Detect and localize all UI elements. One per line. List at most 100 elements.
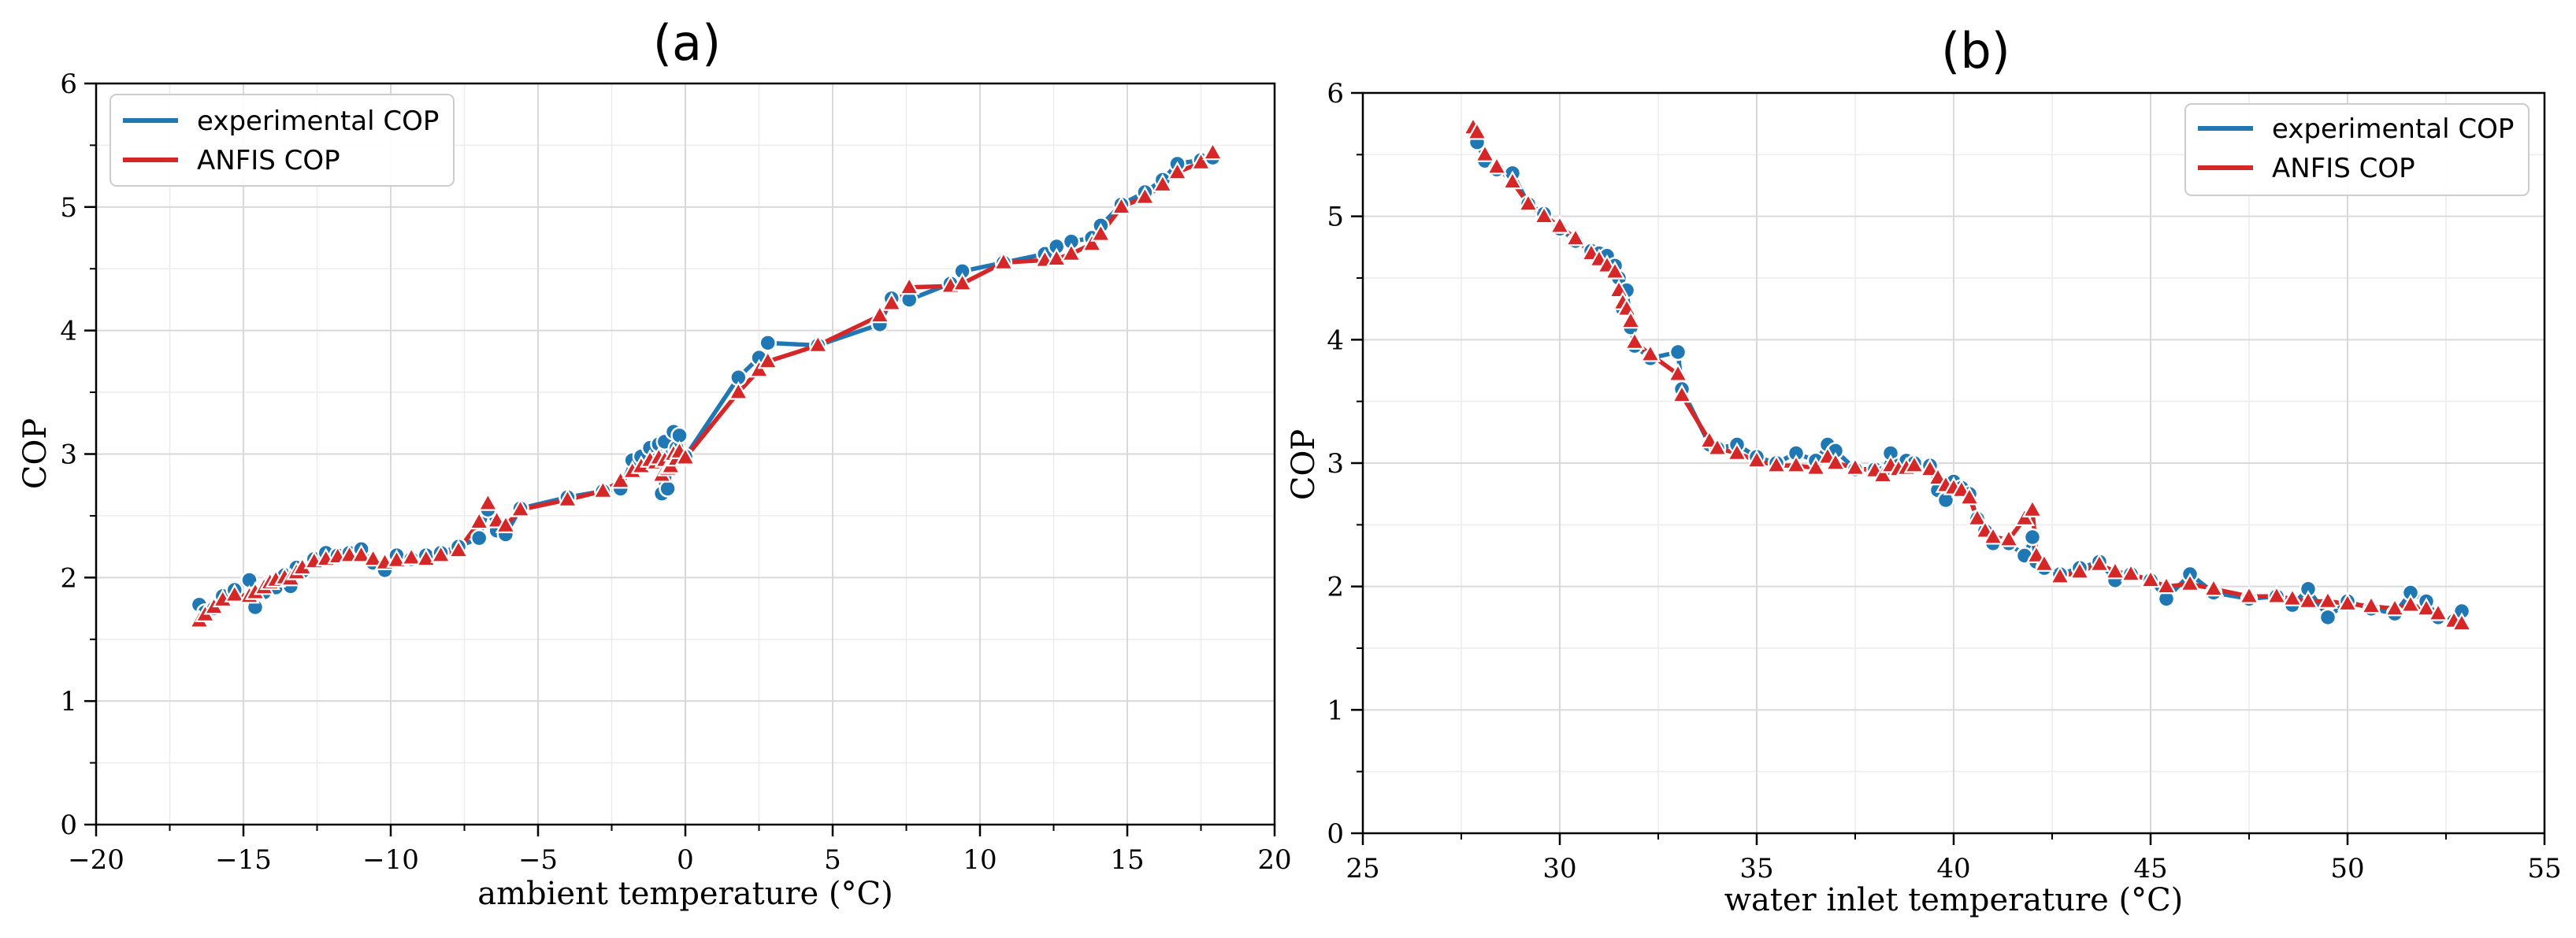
panel-b-anfis-point	[1844, 457, 1866, 476]
panel-b-anfis-point	[1486, 155, 1508, 175]
panel-a-y-tick-label: 4	[60, 316, 77, 347]
panel-b-anfis-point	[2427, 602, 2449, 621]
panel-a-x-tick-label: −20	[68, 844, 124, 876]
panel-a-legend-experimental-label: experimental COP	[197, 106, 439, 137]
panel-a-title: (a)	[653, 14, 721, 72]
panel-a-anfis-point	[1090, 223, 1112, 242]
panel-a-experimental-point	[470, 528, 488, 547]
panel-b-legend-experimental-label: experimental COP	[2272, 113, 2514, 145]
panel-a-legend-anfis-label: ANFIS COP	[197, 145, 340, 176]
panel-b-experimental-markers	[1464, 120, 2471, 630]
panel-a-y-tick-label: 3	[60, 439, 77, 471]
panel-a-anfis-point	[447, 539, 470, 558]
panel-a-x-tick-label: −5	[518, 844, 558, 876]
panel-b-experimental-point	[2023, 528, 2042, 547]
panel-a-anfis-point	[1134, 186, 1156, 205]
panel-b-anfis-point	[2337, 592, 2359, 612]
panel-b-anfis-point	[2155, 575, 2177, 595]
panel-b-anfis-point	[1824, 451, 1847, 471]
panel-a-anfis-point	[430, 543, 451, 563]
panel-b-y-tick-label: 3	[1327, 448, 1344, 480]
panel-a-x-tick-label: 15	[1110, 844, 1144, 876]
panel-b-anfis-point	[1549, 214, 1571, 234]
panel-b-x-tick-label: 35	[1739, 853, 1773, 884]
panel-a-anfis-point	[1060, 243, 1082, 261]
panel-a-y-tick-label: 2	[60, 562, 77, 594]
panel-a-y-tick-label: 5	[60, 192, 77, 224]
panel-a-anfis-point	[1045, 247, 1067, 267]
panel-a-anfis-point	[869, 304, 891, 324]
panel-b-anfis-point	[2179, 573, 2201, 591]
panel-a-y-tick-label: 0	[60, 810, 77, 841]
panel-a-xlabel: ambient temperature (°C)	[477, 876, 893, 912]
panel-b-anfis-point	[1620, 310, 1642, 329]
panel-b-anfis-point	[2025, 544, 2047, 563]
panel-a-legend-box	[109, 94, 455, 187]
panel-a-anfis-point	[495, 514, 517, 533]
panel-b-legend-anfis-label: ANFIS COP	[2272, 153, 2415, 184]
panel-b-anfis-point	[1998, 528, 2020, 547]
panel-b-anfis-point	[1982, 525, 2004, 545]
panel-b-y-tick-label: 6	[1327, 78, 1344, 109]
panel-a-ylabel: COP	[17, 418, 54, 489]
panel-b-title: (b)	[1941, 22, 2010, 80]
panel-b-legend-box	[2184, 103, 2530, 196]
panel-b-anfis-point	[1726, 442, 1748, 461]
panel-b-anfis-point	[2120, 562, 2142, 582]
panel-b-anfis-point	[1501, 170, 1524, 190]
panel-a-y-tick-label: 1	[60, 686, 77, 717]
panel-b-anfis-point	[1533, 205, 1555, 224]
panel-a-anfis-point	[362, 547, 384, 567]
panel-a-anfis-point	[351, 543, 372, 563]
panel-b-anfis-point	[2266, 584, 2288, 604]
panel-b-anfis-point	[1785, 454, 1807, 473]
panel-a-anfis-point	[898, 276, 920, 295]
panel-a-anfis-point	[468, 510, 490, 530]
panel-b-anfis-point	[2049, 565, 2071, 584]
panel-a-anfis-point	[386, 549, 407, 568]
panel-b-series-lines	[1471, 125, 2464, 626]
panel-b-anfis-point	[2021, 499, 2043, 517]
panel-b-experimental-point	[1668, 343, 1687, 361]
panel-b-anfis-point	[2415, 597, 2437, 617]
panel-a-anfis-point	[757, 350, 778, 369]
panel-a-x-tick-label: 10	[963, 844, 997, 876]
panel-a-anfis-point	[592, 480, 614, 499]
panel-a-x-tick-label: 5	[824, 844, 841, 876]
panel-b-anfis-point	[2384, 597, 2406, 617]
panel-a-anfis-point	[674, 446, 696, 465]
panel-b-x-tick-label: 25	[1346, 853, 1379, 884]
panel-b-legend: experimental COP ANFIS COP	[2184, 103, 2530, 196]
panel-b-y-tick-label: 4	[1327, 324, 1344, 356]
panel-b-anfis-point	[1872, 464, 1894, 484]
panel-a-x-tick-label: −15	[215, 844, 272, 876]
panel-b-y-tick-label: 0	[1327, 818, 1344, 850]
panel-a-anfis-point	[400, 546, 422, 565]
panel-b-anfis-point	[1706, 436, 1728, 456]
panel-b-anfis-point	[2297, 590, 2319, 609]
panel-b-anfis-point	[2451, 612, 2473, 632]
panel-a-anfis-point	[1167, 161, 1188, 180]
panel-b-anfis-point	[1805, 457, 1827, 476]
panel-b-ylabel: COP	[1286, 429, 1322, 500]
panel-b-anfis-point	[2069, 560, 2091, 580]
panel-b-experimental-point	[2318, 608, 2337, 627]
panel-b-anfis-point	[2317, 590, 2339, 609]
panel-b-anfis-point	[2088, 553, 2110, 572]
panel-a-ticks: −20 −15 −10 −5 0 5 10 15 20 0 1 2 3 4 5 6	[60, 69, 1291, 876]
panel-b-x-tick-label: 30	[1542, 853, 1576, 884]
panel-b-y-tick-label: 1	[1327, 695, 1344, 726]
panel-a-experimental-markers	[190, 148, 1222, 621]
panel-b-anfis-point	[1624, 331, 1646, 350]
panel-b-anfis-point	[1517, 192, 1539, 212]
panel-b-anfis-point	[1958, 486, 1980, 506]
panel-b-anfis-point	[1565, 227, 1587, 247]
panel-b-anfis-point	[1919, 458, 1941, 477]
panel-a-anfis-point	[1202, 141, 1223, 161]
panel-b-anfis-point	[1604, 260, 1626, 280]
panel-a-anfis-point	[807, 334, 829, 353]
panel-b-anfis-point	[2360, 595, 2382, 614]
panel-a-anfis-point	[1152, 173, 1174, 193]
